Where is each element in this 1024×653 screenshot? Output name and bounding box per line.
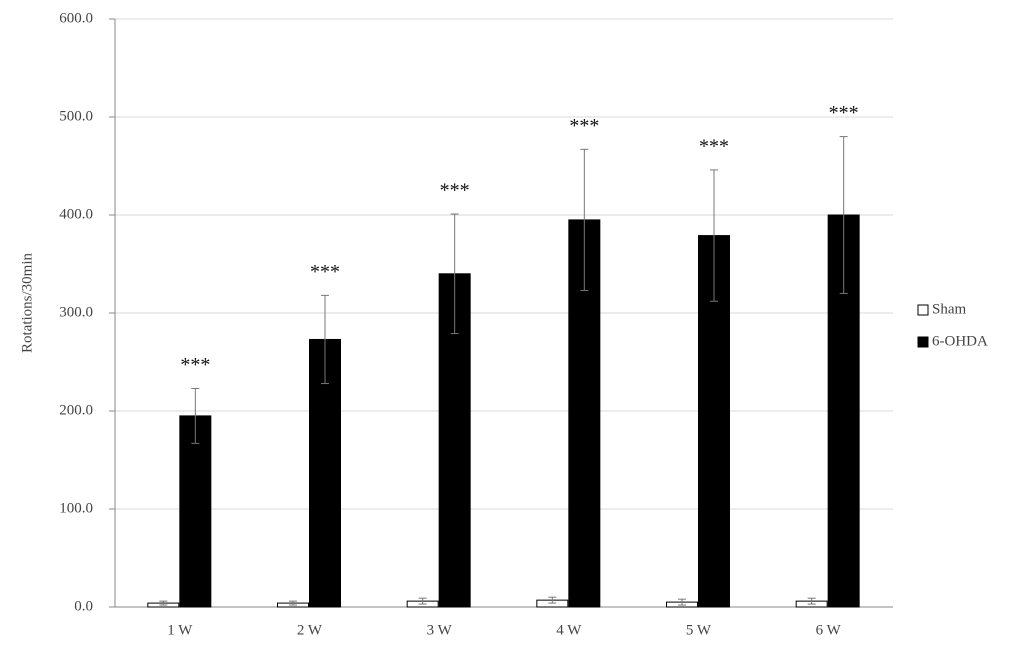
x-tick-label: 4 W (556, 622, 582, 638)
x-tick-label: 1 W (167, 622, 193, 638)
y-tick-label: 600.0 (59, 10, 93, 26)
annotation: *** (180, 354, 210, 376)
y-tick-label: 300.0 (59, 304, 93, 320)
y-axis-label: Rotations/30min (19, 253, 35, 354)
x-tick-label: 2 W (297, 622, 323, 638)
annotation: *** (829, 102, 859, 124)
legend-swatch (917, 304, 929, 316)
y-tick-label: 0.0 (74, 598, 93, 614)
y-tick-label: 200.0 (59, 402, 93, 418)
y-tick-label: 500.0 (59, 108, 93, 124)
annotation: *** (310, 261, 340, 283)
legend-label: Sham (932, 301, 967, 317)
x-tick-label: 3 W (427, 622, 453, 638)
legend-swatch (917, 336, 929, 348)
annotation: *** (699, 136, 729, 158)
annotation: *** (569, 115, 599, 137)
x-tick-label: 6 W (816, 622, 842, 638)
x-tick-label: 5 W (686, 622, 712, 638)
annotation: *** (440, 180, 470, 202)
y-tick-label: 400.0 (59, 206, 93, 222)
bar (179, 415, 212, 608)
legend-label: 6-OHDA (932, 333, 988, 349)
y-tick-label: 100.0 (59, 500, 93, 516)
